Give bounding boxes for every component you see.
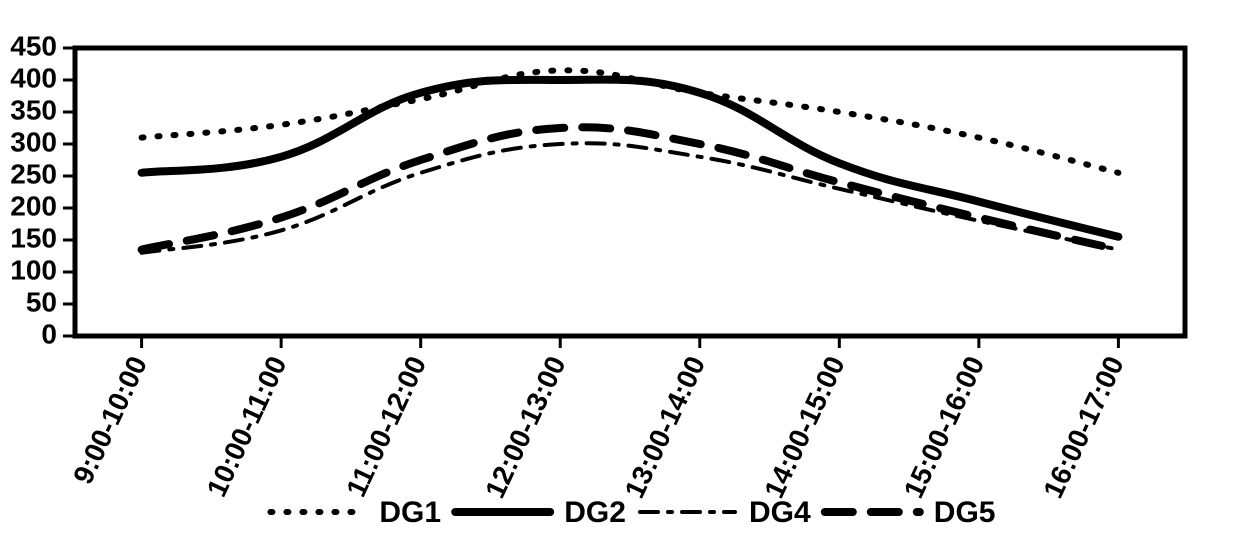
legend-label-dg1: DG1 [379,496,441,529]
y-tick-label: 350 [10,94,57,125]
y-tick-label: 200 [10,190,57,221]
legend-label-dg4: DG4 [749,496,811,529]
y-tick-label: 0 [41,318,57,349]
y-tick-label: 50 [26,286,57,317]
y-tick-label: 300 [10,126,57,157]
line-chart: 0501001502002503003504004509:00-10:0010:… [0,0,1240,547]
legend-label-dg2: DG2 [564,496,626,529]
y-tick-label: 150 [10,222,57,253]
y-tick-label: 400 [10,62,57,93]
chart-container: 0501001502002503003504004509:00-10:0010:… [0,0,1240,547]
legend-label-dg5: DG5 [934,496,996,529]
y-tick-label: 450 [10,30,57,61]
y-tick-label: 250 [10,158,57,189]
y-tick-label: 100 [10,254,57,285]
